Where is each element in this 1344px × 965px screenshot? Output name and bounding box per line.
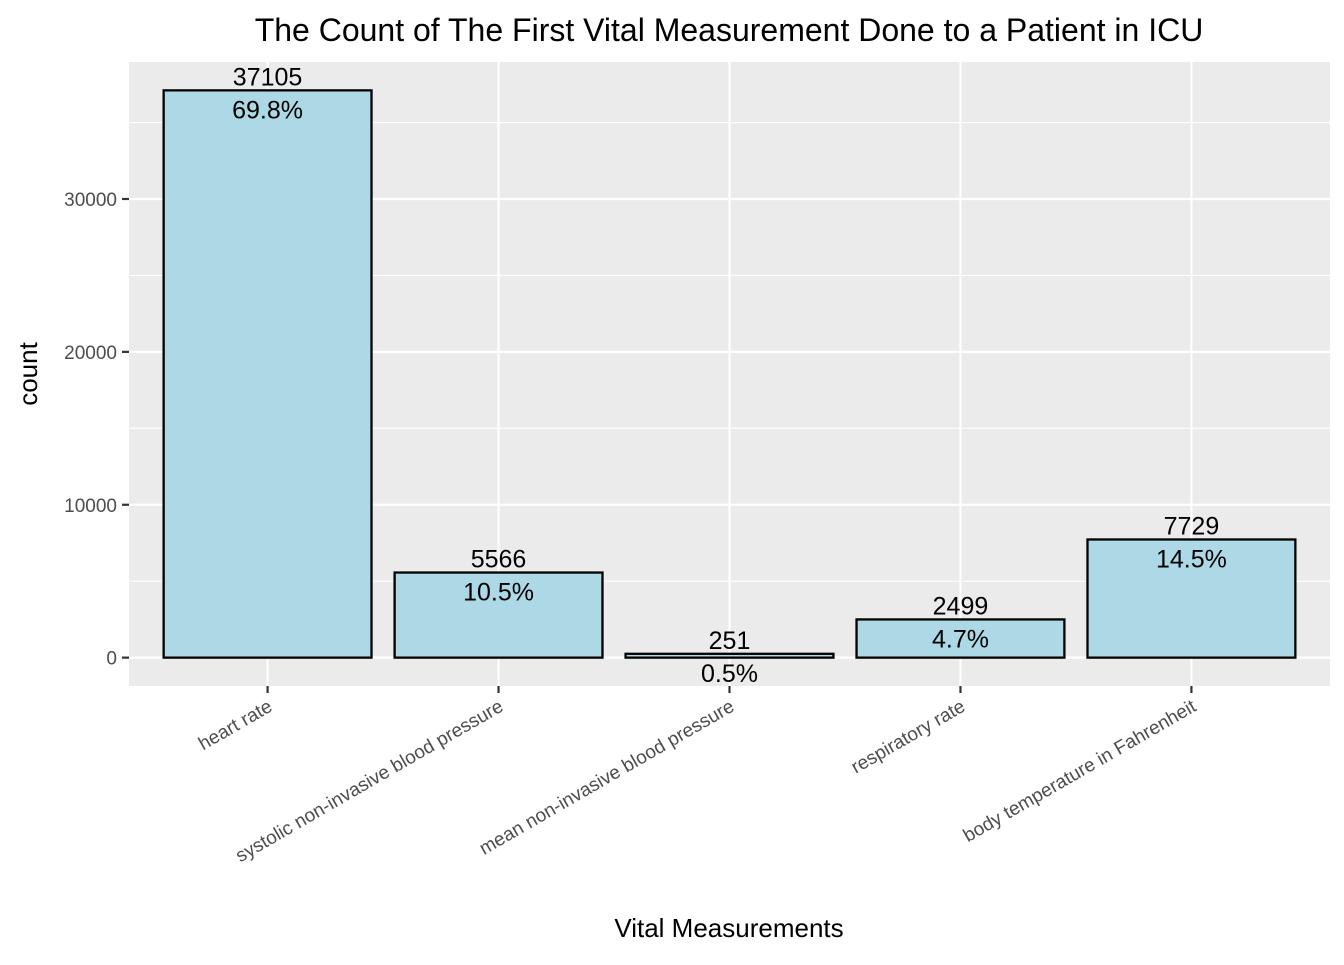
percent-label: 10.5% [463, 579, 534, 607]
data-labels: 37105 69.8% 5566 10.5% 251 0.5% 2499 4.7% 7729 14… [232, 63, 1227, 687]
y-tick-label: 0 [106, 649, 117, 670]
percent-label: 69.8% [232, 96, 303, 124]
percent-label: 14.5% [1156, 545, 1227, 573]
count-label: 37105 [233, 63, 303, 91]
y-tick-label: 10000 [64, 496, 117, 517]
count-label: 5566 [471, 546, 527, 574]
y-axis-title: count [13, 341, 43, 405]
y-axis: 0 10000 20000 30000 [64, 190, 129, 670]
y-tick-label: 30000 [64, 190, 117, 211]
x-tick-label: mean non-invasive blood pressure [476, 696, 738, 859]
count-label: 7729 [1164, 512, 1220, 540]
percent-label: 4.7% [932, 625, 989, 653]
bar-4 [855, 618, 1066, 659]
x-axis-title: Vital Measurements [614, 913, 843, 943]
x-tick-label: body temperature in Fahrenheit [960, 696, 1201, 847]
percent-label: 0.5% [701, 660, 758, 688]
y-tick-label: 20000 [64, 343, 117, 364]
count-label: 251 [709, 627, 751, 655]
chart-title: The Count of The First Vital Measurement… [255, 12, 1204, 48]
bars [162, 89, 1297, 659]
count-label: 2499 [933, 592, 989, 620]
x-tick-label: systolic non-invasive blood pressure [232, 696, 507, 867]
bar-5 [1086, 538, 1297, 659]
bar-1 [162, 89, 373, 659]
bar-2 [393, 571, 604, 659]
x-tick-label: heart rate [195, 696, 276, 755]
x-tick-label: respiratory rate [848, 696, 969, 778]
bar-3 [624, 652, 835, 659]
